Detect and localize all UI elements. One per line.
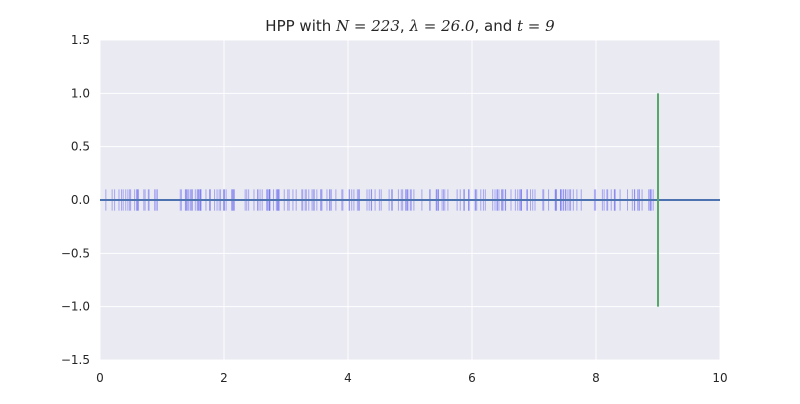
chart-title: HPP with N = 223, λ = 26.0, and t = 9 [265,17,555,35]
tick-labels: 0 2 4 6 8 10 1.5 1.0 0.5 0.0 −0.5 −1.0 −1.5 [61,33,728,385]
y-tick-label: 1.5 [71,33,90,47]
title-part: , [400,17,410,35]
y-tick-label: −1.5 [61,353,90,367]
x-tick-label: 6 [468,371,476,385]
x-tick-label: 4 [344,371,352,385]
x-tick-label: 0 [96,371,104,385]
x-tick-label: 10 [712,371,727,385]
y-tick-label: 1.0 [71,86,90,100]
x-tick-label: 2 [220,371,228,385]
title-part: HPP with [265,17,336,35]
x-tick-label: 8 [592,371,600,385]
y-tick-label: 0.5 [71,140,90,154]
y-tick-label: −1.0 [61,300,90,314]
title-part: N = 223 [335,17,400,35]
y-tick-label: −0.5 [61,246,90,260]
title-part: , and [474,17,517,35]
title-part: t = 9 [517,17,555,35]
y-tick-label: 0.0 [71,193,90,207]
title-part: λ = 26.0 [408,17,474,35]
